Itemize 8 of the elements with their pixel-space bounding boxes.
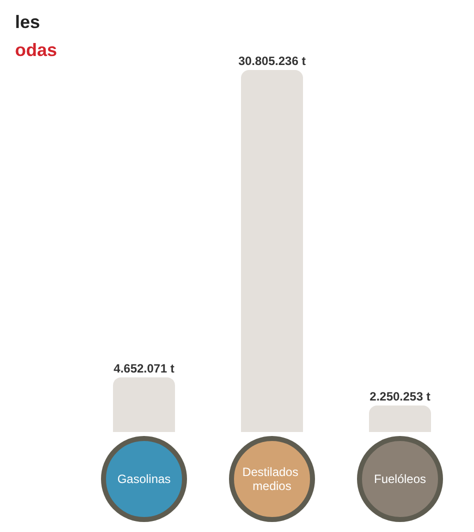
chart-subtitle: odas — [15, 40, 58, 60]
data-label: 30.805.236 t — [238, 54, 306, 68]
chart-title: les — [15, 12, 40, 32]
x-tick-label: Destilados medios — [242, 465, 302, 493]
x-tick-label: Fuelóleos — [374, 472, 426, 486]
data-label: 4.652.071 t — [114, 361, 174, 376]
data-label: 2.250.253 t — [370, 390, 430, 404]
x-tick-label: Gasolinas — [117, 472, 171, 486]
